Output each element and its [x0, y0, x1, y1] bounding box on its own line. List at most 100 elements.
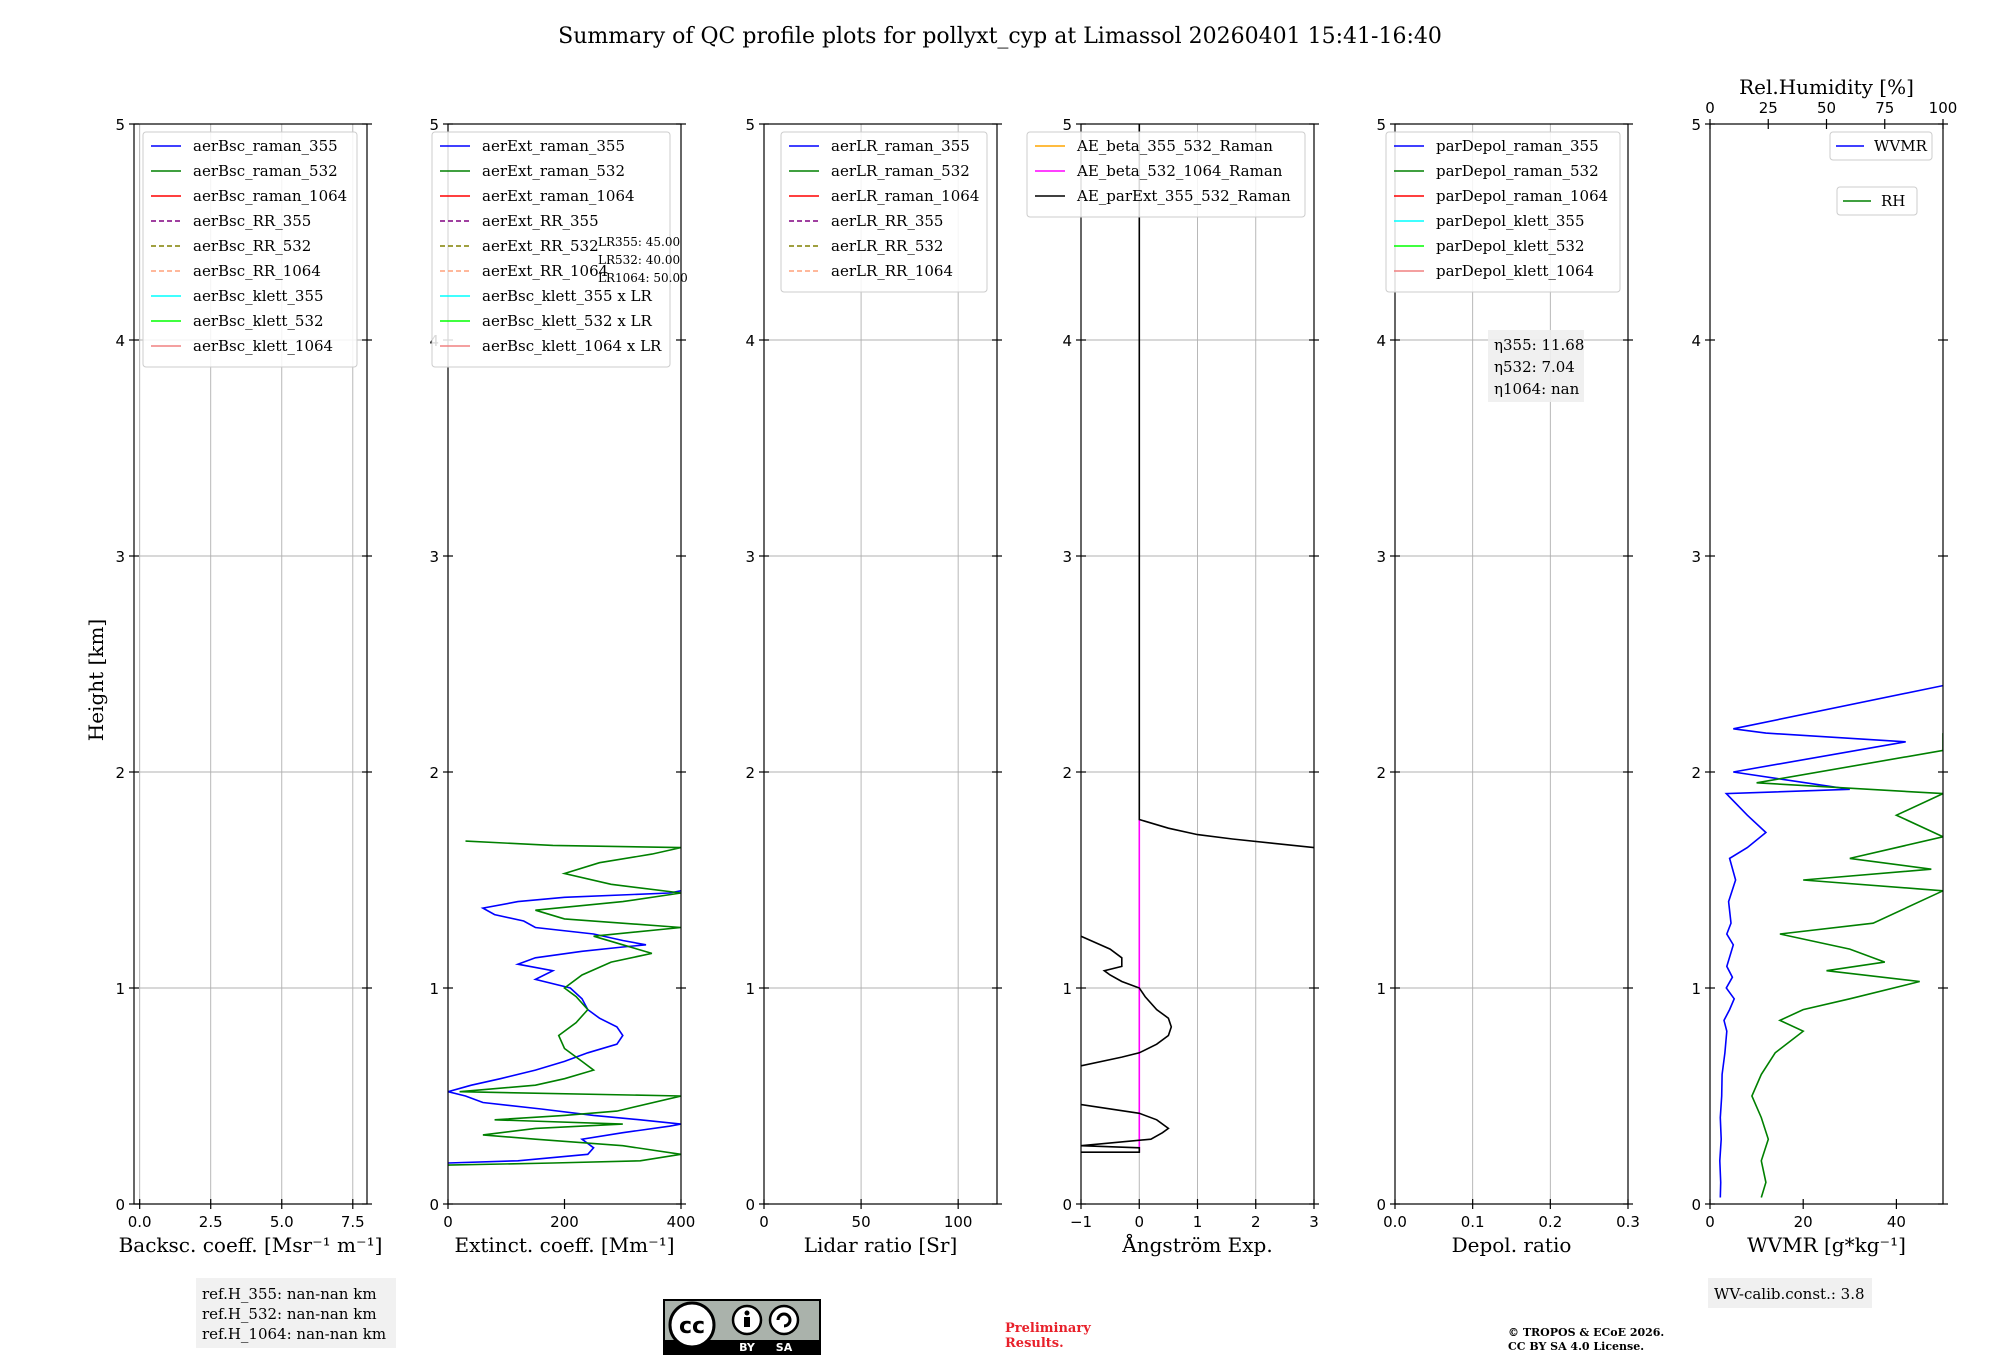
y-tick-label: 2 [115, 764, 125, 782]
x2-tick-label: 50 [1817, 99, 1836, 117]
x-tick-label: −1 [1070, 1213, 1092, 1231]
copyright-line-1: © TROPOS & ECoE 2026. [1508, 1326, 1664, 1339]
x-tick-label: 3 [1309, 1213, 1319, 1231]
y-tick-label: 4 [1376, 332, 1386, 350]
panel-depol: 0 1 2 3 4 5 0.0 0.1 0.2 0.3 Depol. ratio parDepol_r… [1376, 116, 1639, 1257]
legend-box [1385, 131, 1621, 293]
y-tick-label: 1 [429, 980, 439, 998]
legend-label: aerLR_RR_532 [831, 237, 943, 255]
copyright-line-2: CC BY SA 4.0 License. [1508, 1340, 1644, 1353]
legend-label: aerLR_raman_532 [831, 162, 970, 180]
y-tick-label: 5 [1062, 116, 1072, 134]
x2-tick-label: 75 [1875, 99, 1894, 117]
x-tick-label: 0.0 [128, 1213, 152, 1231]
y-tick-label: 3 [429, 548, 439, 566]
y-axis-label: Height [km] [84, 619, 108, 741]
legend-box [1836, 186, 1918, 216]
x-tick-label: 0.2 [1538, 1213, 1562, 1231]
series-AE_parExt_355_532_Raman [1081, 1103, 1170, 1153]
y-tick-label: 4 [745, 332, 755, 350]
legend: aerExt_raman_355 aerExt_raman_532 aerExt_r… [431, 131, 671, 368]
legend-label: parDepol_raman_355 [1436, 137, 1599, 155]
figure-title: Summary of QC profile plots for pollyxt_… [558, 24, 1442, 49]
y-tick-label: 5 [115, 116, 125, 134]
preliminary-line-2: Results. [1005, 1336, 1064, 1351]
y-tick-label: 3 [1376, 548, 1386, 566]
legend-label: aerBsc_RR_532 [193, 237, 311, 255]
x-tick-label: 2.5 [199, 1213, 223, 1231]
legend-label: aerBsc_klett_355 [193, 287, 324, 305]
legend-box [1026, 131, 1306, 218]
y-tick-label: 1 [1376, 980, 1386, 998]
panels: 0 1 2 3 4 5 0.0 2.5 5.0 7.5 Backsc. coeff. [Msr⁻¹ … [115, 75, 1957, 1308]
axes-frame [763, 123, 998, 1205]
legend-label: aerExt_raman_355 [482, 137, 625, 155]
x-tick-label: 0.1 [1461, 1213, 1485, 1231]
y-tick-label: 1 [745, 980, 755, 998]
annotation: LR355: 45.00 LR532: 40.00 LR1064: 50.00 [598, 235, 688, 285]
y-tick-label: 0 [1376, 1196, 1386, 1214]
y-tick-label: 4 [1062, 332, 1072, 350]
x-tick-label: 0 [1134, 1213, 1144, 1231]
panel-extinction: 0123450200400Extinct. coeff. [Mm⁻¹]aerEx… [429, 116, 695, 1257]
legend-label: parDepol_klett_532 [1436, 237, 1585, 255]
legend: parDepol_raman_355 parDepol_raman_532 parD… [1385, 131, 1621, 293]
x-tick-label: 100 [944, 1213, 973, 1231]
series-AE_parExt_355_532_Raman_b [1081, 935, 1173, 1067]
y-tick-label: 0 [115, 1196, 125, 1214]
x-tick-label: 0.3 [1616, 1213, 1640, 1231]
cc-icon: cc [679, 1314, 705, 1339]
legend-label: parDepol_klett_1064 [1436, 262, 1594, 280]
y-tick-label: 1 [115, 980, 125, 998]
y-tick-label: 5 [745, 116, 755, 134]
legend: aerLR_raman_355 aerLR_raman_532 aerLR_rama… [780, 131, 988, 293]
y-tick-label: 0 [1691, 1196, 1701, 1214]
legend-label: aerBsc_RR_355 [193, 212, 311, 230]
legend: AE_beta_355_532_Raman AE_beta_532_1064_Ra… [1026, 131, 1306, 218]
x-tick-label: 40 [1887, 1213, 1906, 1231]
legend-label: aerLR_RR_1064 [831, 262, 953, 280]
y-tick-label: 2 [745, 764, 755, 782]
x-axis-label: Depol. ratio [1452, 1233, 1572, 1257]
sa-share-icon [776, 1312, 792, 1328]
legend-label: aerBsc_klett_355 x LR [482, 287, 653, 305]
legend-label: aerExt_raman_1064 [482, 187, 635, 205]
x-axis-label: Extinct. coeff. [Mm⁻¹] [454, 1233, 674, 1257]
eta-annotation: η355: 11.68 [1494, 336, 1584, 354]
lr-annotation: LR532: 40.00 [598, 253, 680, 267]
x-tick-label: 1 [1193, 1213, 1203, 1231]
cc-license-badge: cc BY SA [663, 1299, 821, 1355]
panel-backscatter: 0 1 2 3 4 5 0.0 2.5 5.0 7.5 Backsc. coeff. [Msr⁻¹ … [115, 116, 382, 1257]
legend-box [780, 131, 988, 293]
x-tick-label: 7.5 [341, 1213, 365, 1231]
axes-frame [1394, 123, 1629, 1205]
x-tick-label: 0 [443, 1213, 453, 1231]
y-tick-label: 4 [1691, 332, 1701, 350]
y-tick-label: 0 [429, 1196, 439, 1214]
legend-label: aerExt_RR_1064 [482, 262, 608, 280]
legend-label: aerLR_raman_355 [831, 137, 970, 155]
legend-label: aerBsc_raman_532 [193, 162, 338, 180]
x-tick-label: 400 [667, 1213, 696, 1231]
legend-label: AE_beta_355_532_Raman [1076, 137, 1273, 155]
y-tick-label: 1 [1062, 980, 1072, 998]
legend-WVMR: WVMR [1829, 131, 1933, 161]
annotation: WV-calib.const.: 3.8 [1708, 1278, 1872, 1308]
y-tick-label: 3 [115, 548, 125, 566]
annotation-box [1488, 330, 1584, 402]
license-by: BY [739, 1341, 756, 1354]
legend-box [142, 131, 358, 368]
legend-label: aerExt_RR_355 [482, 212, 599, 230]
legend-label: aerBsc_raman_1064 [193, 187, 347, 205]
x2-tick-label: 100 [1929, 99, 1958, 117]
legend-label: aerLR_raman_1064 [831, 187, 979, 205]
series-WVMR [1718, 684, 1943, 1198]
legend-label: WVMR [1874, 137, 1928, 155]
series-RH [1751, 733, 1943, 1198]
y-tick-label: 4 [115, 332, 125, 350]
x-tick-label: 2 [1251, 1213, 1261, 1231]
ref-height-box: ref.H_355: nan-nan km ref.H_532: nan-nan… [196, 1278, 396, 1348]
